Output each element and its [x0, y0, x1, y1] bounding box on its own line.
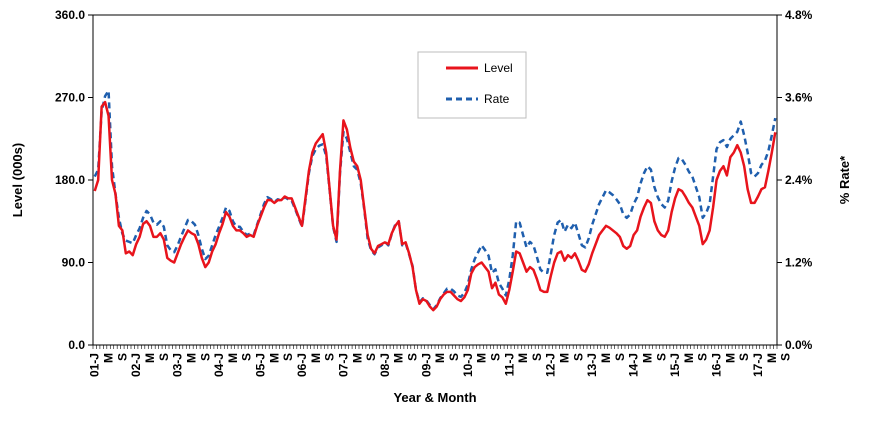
- x-axis-ticks: 01-J M S 02-J M S 03-J M S 04-J M S 05-J M S 06-J M S 07-J…: [88, 345, 793, 377]
- x-tick-label: 01-J: [88, 353, 102, 377]
- series-layer: [93, 89, 777, 312]
- x-tick-label: 16-J: [710, 353, 724, 377]
- x-tick-label: 07-J: [336, 353, 350, 377]
- x-tick-label: M: [475, 353, 489, 363]
- x-tick-label: M: [433, 353, 447, 363]
- x-tick-label: M: [516, 353, 530, 363]
- right-tick-label: 4.8%: [785, 8, 813, 22]
- x-axis-title: Year & Month: [393, 390, 476, 405]
- x-tick-label: M: [309, 353, 323, 363]
- x-tick-label: M: [765, 353, 779, 363]
- x-tick-label: M: [640, 353, 654, 363]
- x-tick-label: M: [226, 353, 240, 363]
- series-line-level: [93, 100, 777, 312]
- x-tick-label: S: [157, 353, 171, 361]
- x-tick-label: 09-J: [419, 353, 433, 377]
- left-tick-label: 90.0: [62, 256, 86, 270]
- legend-rate-label: Rate: [484, 92, 510, 106]
- x-tick-label: 04-J: [212, 353, 226, 377]
- x-tick-label: M: [599, 353, 613, 363]
- x-tick-label: 17-J: [751, 353, 765, 377]
- x-tick-label: 13-J: [585, 353, 599, 377]
- x-tick-label: S: [571, 353, 585, 361]
- x-tick-label: S: [488, 353, 502, 361]
- x-tick-label: S: [613, 353, 627, 361]
- legend-box: [417, 51, 527, 119]
- right-axis-ticks: 0.0% 1.2% 2.4% 3.6% 4.8%: [777, 8, 813, 352]
- x-tick-label: S: [654, 353, 668, 361]
- x-tick-label: M: [143, 353, 157, 363]
- legend-level-label: Level: [484, 61, 513, 75]
- right-tick-label: 0.0%: [785, 338, 813, 352]
- x-tick-label: 03-J: [171, 353, 185, 377]
- x-tick-label: M: [267, 353, 281, 363]
- x-tick-label: S: [364, 353, 378, 361]
- left-axis-ticks: 0.0 90.0 180.0 270.0 360.0: [55, 8, 93, 352]
- x-tick-label: S: [696, 353, 710, 361]
- x-tick-label: S: [198, 353, 212, 361]
- x-tick-label: 14-J: [627, 353, 641, 377]
- right-tick-label: 3.6%: [785, 91, 813, 105]
- x-tick-label: S: [779, 353, 793, 361]
- x-tick-label: S: [737, 353, 751, 361]
- y-axis-title: Level (000s): [10, 143, 25, 217]
- x-tick-label: 12-J: [544, 353, 558, 377]
- x-tick-label: 15-J: [668, 353, 682, 377]
- x-tick-label: S: [240, 353, 254, 361]
- x-tick-label: S: [115, 353, 129, 361]
- x-tick-label: M: [723, 353, 737, 363]
- left-tick-label: 360.0: [55, 8, 85, 22]
- x-tick-label: M: [558, 353, 572, 363]
- x-tick-label: S: [323, 353, 337, 361]
- x-tick-label: M: [184, 353, 198, 363]
- x-tick-label: S: [447, 353, 461, 361]
- x-tick-label: 11-J: [502, 353, 516, 376]
- legend: Level Rate: [417, 51, 527, 119]
- right-tick-label: 1.2%: [785, 256, 813, 270]
- x-tick-label: M: [682, 353, 696, 363]
- x-tick-label: 10-J: [461, 353, 475, 377]
- series-line-rate: [93, 89, 777, 311]
- left-tick-label: 0.0: [68, 338, 85, 352]
- left-tick-label: 270.0: [55, 91, 85, 105]
- y2-axis-title: % Rate*: [837, 155, 852, 204]
- x-tick-label: S: [281, 353, 295, 361]
- x-tick-label: M: [350, 353, 364, 363]
- x-tick-label: S: [406, 353, 420, 361]
- x-tick-label: 02-J: [129, 353, 143, 377]
- x-tick-label: M: [102, 353, 116, 363]
- right-tick-label: 2.4%: [785, 173, 813, 187]
- x-tick-label: 08-J: [378, 353, 392, 377]
- left-tick-label: 180.0: [55, 173, 85, 187]
- x-tick-label: 06-J: [295, 353, 309, 377]
- x-tick-label: M: [392, 353, 406, 363]
- x-tick-label: 05-J: [254, 353, 268, 377]
- x-tick-label: S: [530, 353, 544, 361]
